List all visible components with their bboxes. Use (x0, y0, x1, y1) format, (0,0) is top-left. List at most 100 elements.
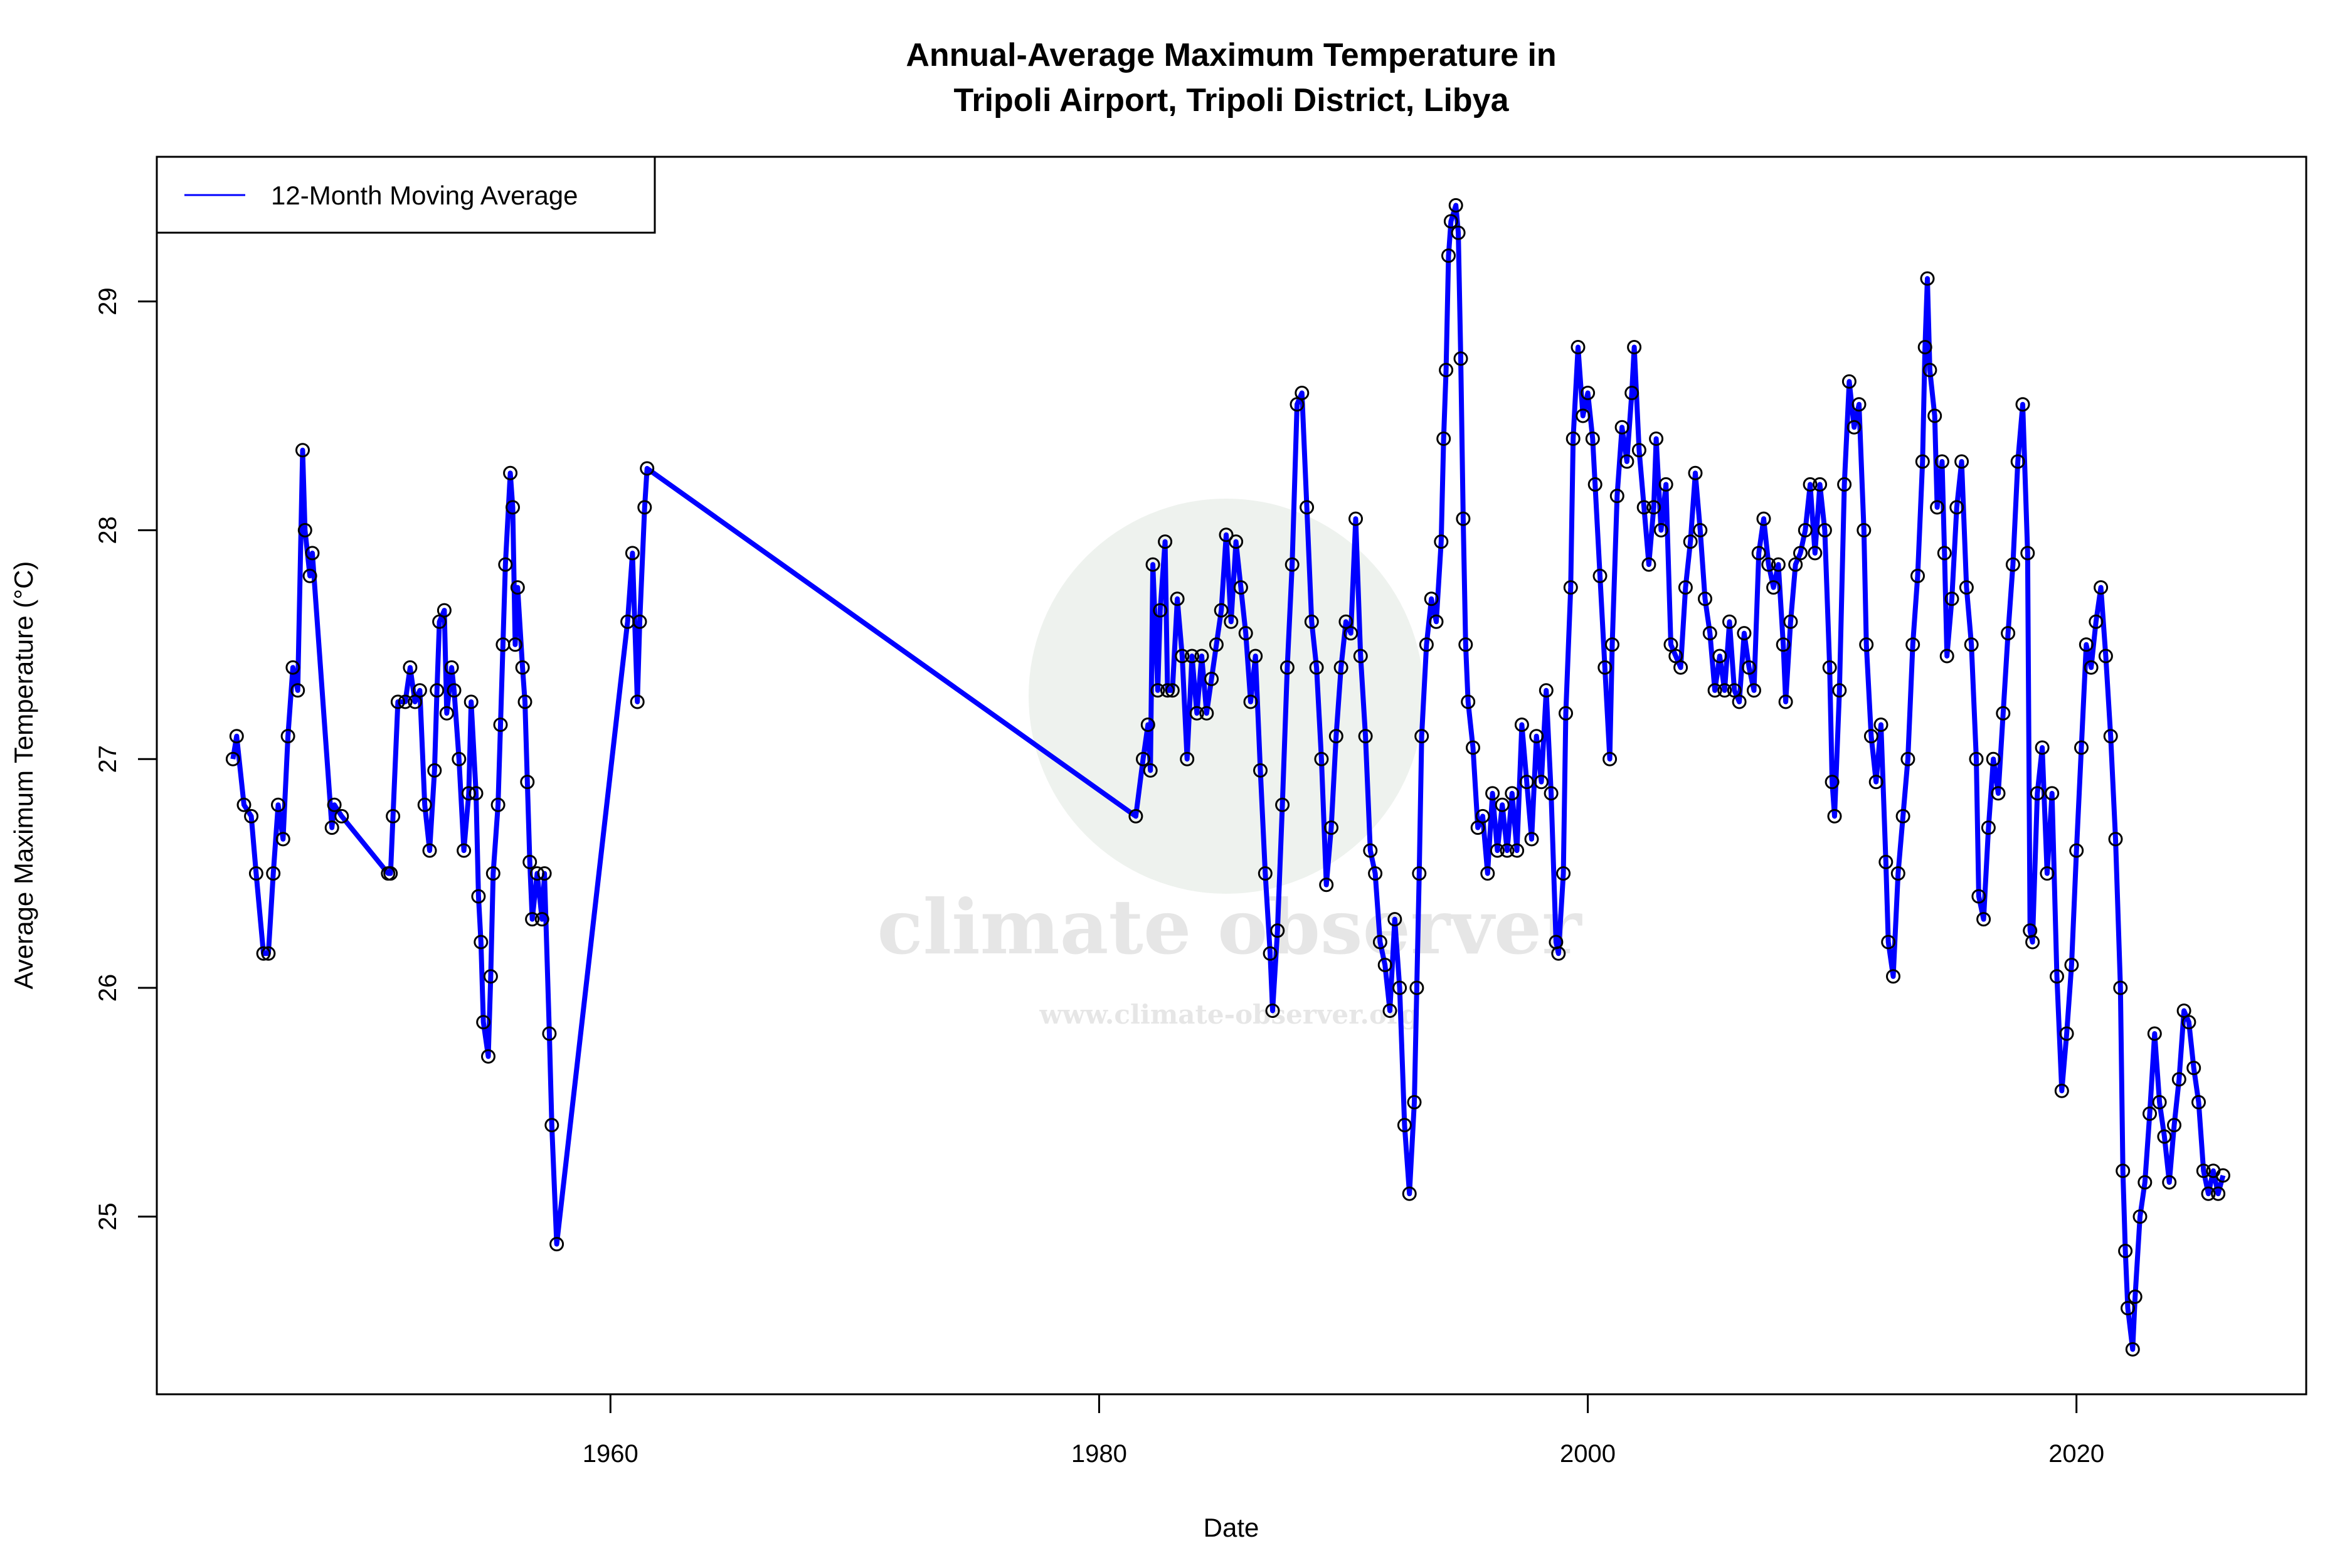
data-point (461, 786, 476, 801)
data-point (474, 935, 489, 950)
data-point (1917, 340, 1932, 354)
data-point (1954, 454, 1969, 469)
data-point (275, 832, 290, 847)
data-point (1996, 706, 2011, 721)
data-point (525, 912, 540, 927)
data-point (1822, 660, 1837, 675)
data-point (427, 763, 442, 778)
data-point (1761, 557, 1776, 572)
data-point (625, 546, 640, 561)
data-point (1949, 500, 1964, 515)
data-point (2025, 935, 2040, 950)
data-point (1646, 500, 1661, 515)
data-point (1771, 557, 1786, 572)
data-point (1229, 534, 1244, 549)
data-point (1439, 363, 1454, 378)
data-point (1348, 511, 1363, 526)
data-point (1300, 500, 1315, 515)
data-point (2125, 1342, 2140, 1357)
data-point (1480, 866, 1495, 881)
data-point (1295, 386, 1310, 400)
data-point (1619, 454, 1634, 469)
data-point (2054, 1083, 2069, 1098)
data-point (1363, 843, 1378, 858)
data-point (2098, 649, 2113, 664)
x-tick-label: 2000 (1560, 1440, 1616, 1468)
data-point (1934, 454, 1949, 469)
data-point (229, 729, 244, 744)
data-point (236, 797, 252, 812)
data-point (2137, 1175, 2153, 1190)
data-point (2050, 969, 2064, 984)
data-point (1475, 808, 1490, 824)
data-point (1873, 718, 1888, 732)
data-point (1309, 660, 1324, 675)
data-point (2103, 729, 2118, 744)
data-point (1429, 614, 1444, 629)
data-point (632, 614, 647, 629)
data-point (403, 660, 418, 675)
data-point (2084, 660, 2099, 675)
data-point (1939, 649, 1954, 664)
data-point (1128, 808, 1143, 824)
data-point (1402, 1186, 1417, 1201)
data-point (1981, 820, 1996, 835)
data-point (1817, 522, 1832, 538)
data-point (1636, 500, 1651, 515)
x-tick-label: 2020 (2048, 1440, 2104, 1468)
data-point (630, 694, 645, 709)
y-tick-label: 27 (94, 745, 122, 773)
data-point (1382, 1004, 1397, 1018)
data-point (1581, 386, 1596, 400)
data-point (1587, 477, 1602, 492)
data-point (1443, 214, 1458, 229)
data-point (1456, 511, 1471, 526)
data-point (1851, 397, 1867, 412)
data-point (1910, 568, 1925, 583)
data-point (302, 568, 317, 583)
data-point (490, 797, 506, 812)
data-point (457, 843, 472, 858)
data-point (1333, 660, 1348, 675)
data-point (390, 694, 405, 709)
data-point (1275, 797, 1290, 812)
data-point (1140, 718, 1155, 732)
data-point (2186, 1061, 2201, 1076)
data-point (1458, 637, 1473, 652)
data-point (1219, 527, 1234, 543)
y-axis-label: Average Maximum Temperature (°C) (9, 561, 38, 990)
data-point (1194, 649, 1209, 664)
data-point (469, 786, 484, 801)
y-tick-label: 26 (94, 974, 122, 1002)
data-point (2069, 843, 2084, 858)
data-point (2143, 1106, 2157, 1121)
data-point (1808, 546, 1823, 561)
data-point (244, 808, 259, 824)
data-point (1964, 637, 1979, 652)
data-point (1392, 980, 1407, 995)
data-point (1434, 534, 1449, 549)
data-point (1387, 912, 1402, 927)
data-point (2121, 1301, 2135, 1316)
data-point (1624, 386, 1640, 400)
data-point (2167, 1118, 2181, 1133)
data-point (498, 557, 513, 572)
data-point (1143, 763, 1158, 778)
x-tick-label: 1960 (583, 1440, 638, 1468)
y-tick-label: 25 (94, 1203, 122, 1231)
data-point (1986, 751, 2001, 766)
data-point (297, 522, 312, 538)
data-point (1368, 866, 1383, 881)
data-point (1158, 534, 1173, 549)
data-point (1737, 626, 1752, 641)
data-point (2015, 397, 2030, 412)
data-point (1243, 694, 1258, 709)
data-point (1597, 660, 1613, 675)
data-point (1563, 580, 1578, 595)
data-point (1776, 637, 1791, 652)
data-point (2005, 557, 2020, 572)
data-point (439, 706, 454, 721)
data-point (1602, 751, 1618, 766)
data-point (1253, 763, 1268, 778)
data-point (1698, 591, 1712, 607)
